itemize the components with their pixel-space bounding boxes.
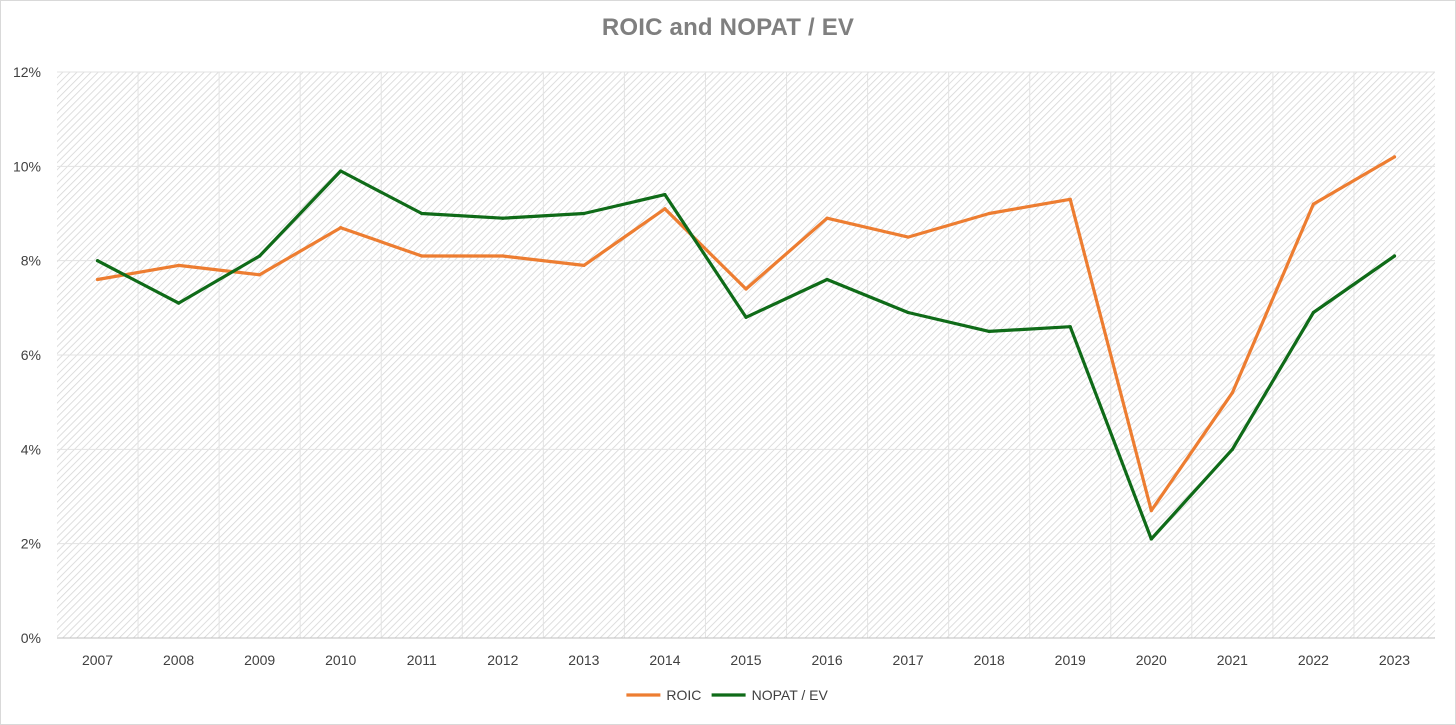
- x-tick-label: 2019: [1055, 652, 1086, 668]
- x-tick-label: 2010: [325, 652, 356, 668]
- y-tick-label: 8%: [21, 253, 41, 269]
- data-point: [663, 193, 667, 197]
- x-tick-label: 2021: [1217, 652, 1248, 668]
- data-point: [1311, 202, 1316, 206]
- legend-label-nopat-ev: NOPAT / EV: [752, 687, 829, 703]
- legend-label-roic: ROIC: [666, 687, 701, 703]
- y-tick-label: 0%: [21, 630, 41, 646]
- x-tick-label: 2011: [407, 652, 437, 668]
- legend: ROIC NOPAT / EV: [626, 687, 829, 703]
- series-lines: [95, 155, 1397, 541]
- y-tick-label: 4%: [21, 441, 41, 457]
- data-point: [582, 263, 586, 267]
- data-point: [906, 235, 910, 239]
- y-tick-label: 12%: [13, 64, 41, 80]
- data-point: [501, 254, 505, 258]
- x-tick-label: 2023: [1379, 652, 1410, 668]
- data-point: [582, 211, 586, 216]
- x-tick-label: 2017: [893, 652, 924, 668]
- data-point: [258, 273, 262, 277]
- x-tick-label: 2013: [568, 652, 599, 668]
- data-point: [339, 169, 343, 173]
- data-point: [339, 226, 343, 230]
- data-point: [1392, 254, 1397, 258]
- chart-title: ROIC and NOPAT / EV: [601, 14, 855, 41]
- data-point: [258, 254, 262, 258]
- data-point: [663, 207, 667, 211]
- x-tick-label: 2008: [163, 652, 194, 668]
- y-tick-label: 6%: [21, 347, 41, 363]
- data-point: [1068, 325, 1072, 329]
- data-point: [1230, 447, 1234, 451]
- x-tick-label: 2020: [1136, 652, 1167, 668]
- data-point: [1230, 391, 1234, 395]
- x-tick-label: 2015: [730, 652, 761, 668]
- data-point: [501, 216, 505, 220]
- x-tick-label: 2007: [82, 652, 113, 668]
- x-tick-label: 2018: [974, 652, 1005, 668]
- data-point: [825, 216, 829, 220]
- x-tick-label: 2009: [244, 652, 275, 668]
- y-tick-label: 2%: [21, 536, 41, 552]
- data-point: [95, 259, 100, 263]
- data-point: [1149, 537, 1153, 541]
- x-tick-label: 2014: [649, 652, 680, 668]
- data-point: [1311, 310, 1316, 315]
- data-point: [176, 301, 181, 305]
- data-point: [744, 315, 748, 319]
- data-point: [906, 310, 910, 315]
- data-point: [420, 254, 424, 258]
- data-point: [825, 277, 829, 282]
- x-tick-label: 2022: [1298, 652, 1329, 668]
- data-point: [176, 263, 181, 267]
- data-point: [744, 287, 748, 291]
- data-point: [1392, 155, 1397, 159]
- data-point: [420, 211, 424, 216]
- data-point: [1068, 197, 1072, 201]
- data-point: [987, 211, 991, 216]
- data-point: [987, 329, 991, 334]
- data-point: [1149, 509, 1153, 513]
- x-tick-label: 2012: [487, 652, 518, 668]
- x-tick-label: 2016: [811, 652, 842, 668]
- axes: 0% 2% 4% 6% 8% 10% 12% 2007 2008 2009 2010 2011 2012…: [13, 64, 1435, 668]
- data-point: [95, 277, 100, 282]
- y-tick-label: 10%: [13, 158, 41, 174]
